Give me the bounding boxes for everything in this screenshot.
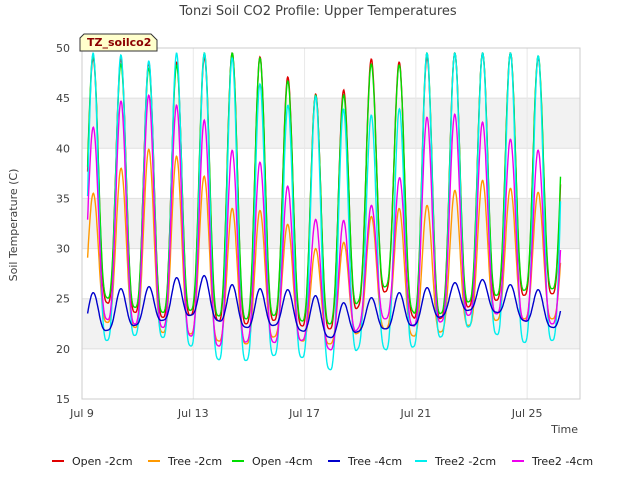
legend-label: Tree -4cm xyxy=(347,455,402,468)
x-tick-label: Jul 17 xyxy=(288,407,320,420)
y-tick-label: 30 xyxy=(56,243,70,256)
y-tick-label: 35 xyxy=(56,192,70,205)
x-tick-label: Jul 9 xyxy=(69,407,94,420)
y-tick-label: 45 xyxy=(56,92,70,105)
x-tick-labels: Jul 9 Jul 13 Jul 17 Jul 21 Jul 25 xyxy=(69,407,542,420)
y-tick-labels: 15 20 25 30 35 40 45 50 xyxy=(56,42,70,406)
band xyxy=(82,198,580,249)
y-tick-label: 25 xyxy=(56,293,70,306)
band xyxy=(82,98,580,149)
legend: Open -2cm Tree -2cm Open -4cm Tree -4cm Tree… xyxy=(52,455,593,468)
legend-label: Tree -2cm xyxy=(167,455,222,468)
site-badge: TZ_soilco2 xyxy=(79,33,158,52)
legend-label: Tree2 -2cm xyxy=(434,455,496,468)
x-tick-label: Jul 13 xyxy=(177,407,209,420)
chart-title: Tonzi Soil CO2 Profile: Upper Temperatur… xyxy=(178,4,457,19)
x-tick-label: Jul 25 xyxy=(511,407,543,420)
y-tick-label: 40 xyxy=(56,142,70,155)
legend-label: Open -2cm xyxy=(72,455,133,468)
site-badge-label: TZ_soilco2 xyxy=(87,36,151,49)
y-tick-label: 50 xyxy=(56,42,70,55)
x-axis-label: Time xyxy=(550,423,578,436)
y-axis-label: Soil Temperature (C) xyxy=(7,169,20,282)
legend-label: Tree2 -4cm xyxy=(531,455,593,468)
series-line-tree-4cm xyxy=(86,274,562,339)
series-line-tree2-4cm xyxy=(86,94,562,351)
series-layer xyxy=(86,51,562,371)
x-tick-label: Jul 21 xyxy=(399,407,431,420)
y-tick-label: 15 xyxy=(56,393,70,406)
y-tick-label: 20 xyxy=(56,343,70,356)
legend-label: Open -4cm xyxy=(252,455,313,468)
plot-frame xyxy=(81,47,581,400)
